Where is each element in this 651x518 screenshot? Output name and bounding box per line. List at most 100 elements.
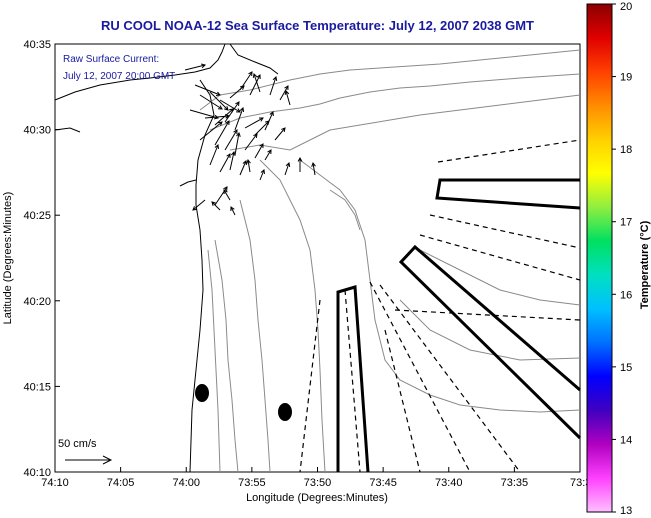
current-vector: [199, 121, 223, 141]
station-marker[interactable]: [195, 384, 209, 402]
current-vector: [224, 101, 240, 123]
current-vector-head: [201, 63, 207, 69]
current-vector-head: [256, 74, 261, 80]
colorbar-tick-label: 13: [620, 505, 632, 517]
current-vector-head: [217, 105, 223, 110]
current-vector-head: [311, 161, 316, 167]
current-vector: [264, 111, 274, 131]
x-tick-label: 73:40: [435, 477, 463, 489]
current-vector-head: [242, 160, 247, 166]
current-vector: [239, 71, 253, 91]
current-vector: [234, 132, 240, 156]
current-vector-head: [215, 91, 221, 96]
current-vector-head: [284, 89, 290, 96]
current-vector: [253, 73, 261, 93]
y-tick-label: 40:20: [23, 296, 51, 308]
current-vector-head: [217, 121, 223, 126]
current-vector: [184, 64, 206, 71]
current-vector: [219, 153, 231, 173]
current-vector-head: [272, 76, 278, 82]
x-tick-label: 73:45: [369, 477, 397, 489]
y-tick-label: 40:35: [23, 39, 51, 51]
current-vector: [209, 91, 229, 111]
x-tick-label: 74:10: [41, 477, 69, 489]
y-tick-label: 40:30: [23, 125, 51, 137]
current-vector-head: [230, 150, 236, 156]
colorbar-label: Temperature (°C): [639, 220, 651, 309]
current-vector: [254, 120, 270, 136]
coastline: [54, 43, 279, 473]
y-tick-label: 40:25: [23, 210, 51, 222]
current-vector-head: [192, 206, 198, 211]
station-marker[interactable]: [278, 403, 292, 421]
scale-arrow-head: [102, 455, 113, 465]
dashed-track-lines: [299, 139, 581, 473]
y-tick-label: 40:10: [23, 467, 51, 479]
current-vector: [284, 162, 290, 176]
x-tick-label: 74:05: [107, 477, 135, 489]
bathymetry-contours: [199, 49, 581, 473]
current-vector: [223, 189, 231, 201]
current-vector-head: [297, 156, 303, 162]
x-tick-label: 73:55: [238, 477, 266, 489]
current-vector-head: [248, 71, 253, 77]
current-vector: [244, 133, 258, 151]
y-axis-ticks: 40:35 40:30 40:25 40:20 40:15 40:10: [23, 39, 60, 479]
current-vector-head: [211, 201, 216, 206]
current-vector-head: [252, 73, 258, 79]
current-vector: [269, 76, 277, 96]
current-vector: [312, 162, 316, 176]
x-tick-label: 73:50: [304, 477, 332, 489]
y-axis-label: Latitude (Degrees:Minutes): [2, 192, 14, 325]
annotation-line1: Raw Surface Current:: [63, 54, 159, 65]
current-vector: [199, 94, 223, 110]
current-vector: [274, 127, 286, 141]
current-vector: [230, 206, 236, 216]
current-vector-head: [214, 144, 219, 150]
current-vectors: [184, 63, 316, 216]
current-vector-head: [225, 120, 230, 126]
colorbar-ticks: 20 19 18 17 16 15 14 13: [612, 1, 632, 517]
y-tick-label: 40:15: [23, 381, 51, 393]
colorbar-tick-label: 14: [620, 434, 632, 446]
current-vector-head: [285, 162, 291, 168]
current-vector: [239, 160, 247, 176]
current-vector-head: [239, 107, 245, 113]
current-vector-head: [253, 133, 258, 139]
x-axis-ticks: 74:10 74:05 74:00 73:55 73:50 73:45 73:40 73:35…: [41, 467, 591, 489]
current-vector: [234, 107, 244, 131]
x-tick-label: 74:00: [172, 477, 200, 489]
current-vector-head: [260, 169, 265, 175]
colorbar: [586, 3, 613, 513]
current-vector: [209, 144, 219, 166]
current-vector: [219, 99, 241, 113]
current-vector: [194, 84, 221, 96]
current-vector: [285, 90, 291, 106]
scale-label: 50 cm/s: [58, 438, 97, 450]
annotation-line2: July 12, 2007 20:00 GMT: [63, 71, 175, 82]
current-vector: [192, 199, 206, 211]
current-vector-head: [246, 158, 251, 164]
colorbar-tick-label: 20: [620, 1, 632, 13]
current-vector-head: [239, 85, 245, 90]
map-title: RU COOL NOAA-12 Sea Surface Temperature:…: [100, 18, 535, 33]
colorbar-tick-label: 19: [620, 72, 632, 84]
x-tick-label: 73:35: [501, 477, 529, 489]
colorbar-tick-label: 18: [620, 144, 632, 156]
colorbar-tick-label: 17: [620, 217, 632, 229]
colorbar-tick-label: 15: [620, 362, 632, 374]
current-vector-head: [230, 206, 235, 212]
current-vector-head: [223, 189, 228, 195]
x-axis-label: Longitude (Degrees:Minutes): [246, 492, 388, 504]
current-vector: [189, 109, 219, 119]
current-vector: [254, 143, 264, 159]
current-vector-head: [235, 108, 241, 113]
colorbar-tick-label: 16: [620, 289, 632, 301]
current-vector: [214, 120, 230, 146]
x-tick-label: 73:3: [570, 477, 591, 489]
current-vector-head: [213, 114, 220, 120]
current-vector-head: [226, 153, 231, 159]
current-vector-head: [224, 106, 229, 111]
current-vector: [249, 74, 261, 96]
